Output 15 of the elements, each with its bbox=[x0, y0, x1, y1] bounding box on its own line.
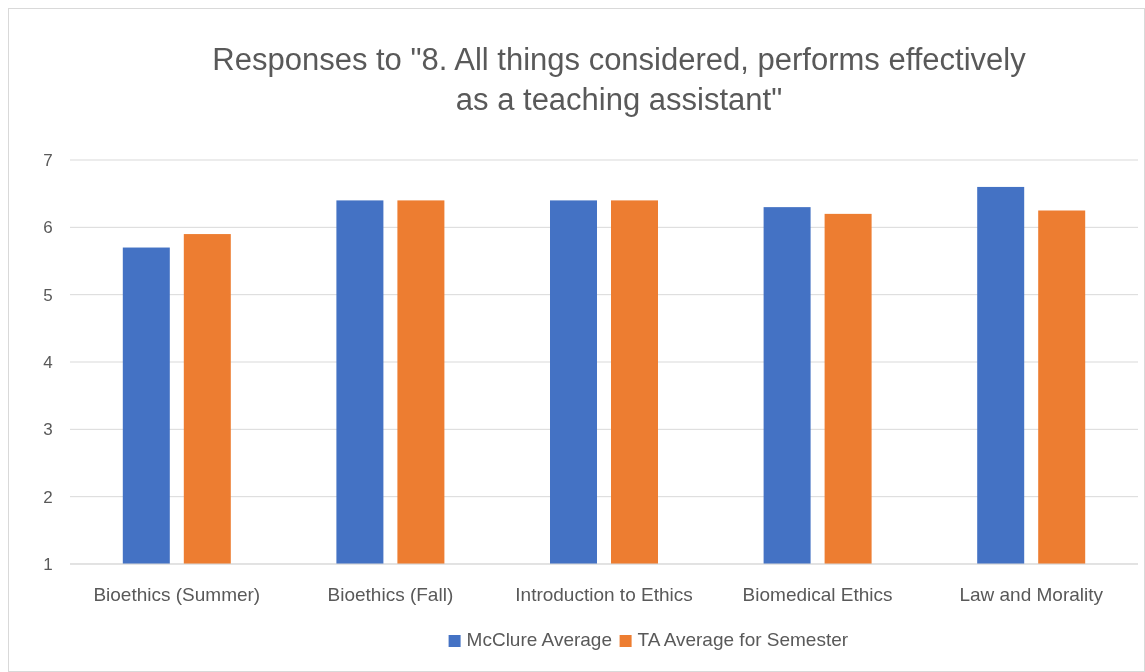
y-tick-label: 2 bbox=[43, 487, 53, 507]
y-tick-label: 6 bbox=[43, 218, 53, 238]
y-tick-label: 4 bbox=[43, 353, 53, 372]
legend-label: McClure Average bbox=[466, 629, 612, 650]
y-tick-label: 5 bbox=[43, 285, 53, 305]
x-tick-label: Bioethics (Summer) bbox=[93, 584, 261, 605]
y-tick-label: 7 bbox=[43, 151, 53, 170]
chart-title: Responses to "8. All things considered, performs effectively as a teaching assistant" bbox=[212, 42, 1027, 117]
x-tick-label: Law and Morality bbox=[959, 584, 1104, 605]
y-tick-label: 1 bbox=[43, 555, 53, 574]
legend-label: TA Average for Semester bbox=[637, 629, 849, 650]
y-tick-label: 3 bbox=[43, 420, 53, 440]
x-tick-label: Biomedical Ethics bbox=[742, 584, 893, 605]
x-tick-label: Bioethics (Fall) bbox=[327, 584, 454, 605]
x-tick-label: Introduction to Ethics bbox=[515, 584, 693, 605]
